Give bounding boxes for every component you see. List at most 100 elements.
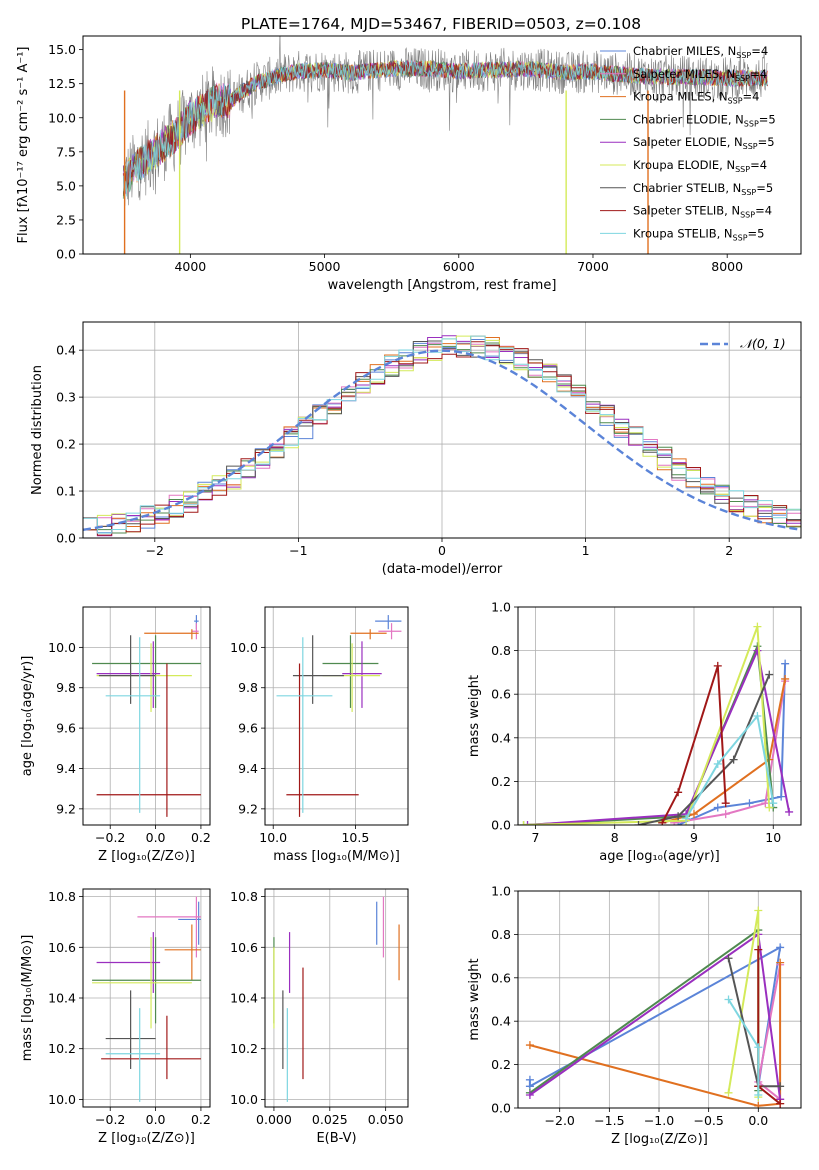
- x-tick-label: 7000: [577, 259, 609, 274]
- x-tick-label: −0.2: [95, 830, 125, 845]
- mass-vs-ebv-panel: 0.000 0.025 0.050 10.0 10.2 10.4 10.6 10.8 E(B-V…: [230, 888, 409, 1146]
- x-tick-label: 9: [690, 830, 698, 845]
- x-tick-label: 0.2: [191, 1112, 211, 1127]
- legend-subscript: SSP: [733, 233, 748, 242]
- legend-entry: Kroupa STELIB, NSSP=5: [633, 226, 764, 242]
- y-tick-label: 10.8: [230, 889, 258, 904]
- legend-tail: =5: [756, 181, 773, 195]
- weight-lines: [519, 622, 794, 825]
- weight-marker-sa_stelib: [721, 799, 730, 808]
- legend-subscript: SSP: [741, 188, 756, 197]
- x-tick-label: 0.0: [146, 1112, 166, 1127]
- y-axis-label: mass [log₁₀(M/M⊙)]: [20, 935, 35, 1062]
- x-tick-label: 0.025: [312, 1112, 348, 1127]
- y-tick-label: 0.6: [491, 970, 511, 985]
- weight-marker-kr_miles: [754, 1101, 763, 1108]
- y-tick-label: 10.8: [48, 889, 76, 904]
- weight-line-ch_elodie: [529, 928, 760, 1094]
- weight-marker-kr_stelib: [754, 1090, 763, 1099]
- age-vs-mass-panel: 10.0 10.5 9.2 9.4 9.6 9.8 10.0 mass [log₁₀(M/M⊙…: [230, 606, 409, 864]
- legend-entry: Kroupa MILES, NSSP=4: [633, 90, 759, 106]
- axes-frame: [264, 888, 409, 1108]
- y-tick-label: 9.2: [56, 801, 76, 816]
- weight-marker-sa_elodie: [785, 807, 794, 816]
- weight-line-kr_stelib: [685, 713, 775, 820]
- y-tick-label: 0.6: [491, 687, 511, 702]
- legend-tail: =4: [751, 44, 768, 58]
- y-tick-label: 0.4: [56, 343, 76, 358]
- axes-frame: [82, 321, 802, 539]
- x-tick-label: 10.5: [341, 830, 369, 845]
- legend-label: Chabrier MILES, N: [633, 44, 736, 58]
- weight-line-ch_stelib: [638, 674, 771, 825]
- axes-frame: [517, 890, 802, 1109]
- axes-frame: [82, 35, 802, 255]
- weight-marker-kr_elodie: [754, 906, 763, 915]
- weight-marker-kr_stelib: [724, 995, 733, 1004]
- y-tick-label: 9.4: [238, 761, 258, 776]
- weight-marker-sa_stelib: [658, 818, 667, 825]
- x-tick-label: 6000: [443, 259, 475, 274]
- y-tick-label: 10.0: [230, 1092, 258, 1107]
- x-axis-label: age [log₁₀(age/yr)]: [599, 849, 720, 864]
- x-axis-label: Z [log₁₀(Z/Z⊙)]: [98, 1131, 195, 1146]
- legend-subscript: SSP: [743, 142, 758, 151]
- legend-entry: Chabrier MILES, NSSP=4: [633, 44, 768, 60]
- x-tick-label: 8000: [711, 259, 743, 274]
- weight-marker-kr_miles: [776, 958, 785, 967]
- mass-vs-Z-panel: −0.2 0.0 0.2 10.0 10.2 10.4 10.6 10.8 Z [log₁₀(Z…: [20, 888, 211, 1146]
- axes-frame: [517, 606, 802, 826]
- y-tick-label: 10.0: [48, 1092, 76, 1107]
- legend-entry: 𝒩(0, 1): [740, 336, 786, 351]
- y-tick-label: 9.2: [238, 801, 258, 816]
- legend-subscript: SSP: [735, 74, 750, 83]
- legend-tail: =4: [743, 90, 760, 104]
- y-axis-label: mass weight: [467, 675, 482, 757]
- age-vs-Z-panel: −0.2 0.0 0.2 9.2 9.4 9.6 9.8 10.0 Z [log₁₀(Z/Z⊙)…: [20, 606, 211, 864]
- y-tick-label: 0.8: [491, 643, 511, 658]
- legend-tail: =5: [759, 112, 776, 126]
- legend-subscript: SSP: [744, 119, 759, 128]
- legend-tail: =4: [755, 204, 772, 218]
- legend-label: Kroupa ELODIE, N: [633, 158, 735, 172]
- legend-subscript: SSP: [740, 211, 755, 220]
- y-tick-label: 9.8: [238, 680, 258, 695]
- y-axis-label: age [log₁₀(age/yr)]: [20, 656, 35, 777]
- x-tick-label: 5000: [309, 259, 341, 274]
- x-tick-label: 4000: [174, 259, 206, 274]
- errorbars: [273, 896, 400, 1102]
- weight-marker-ch_miles: [777, 792, 786, 801]
- legend-label: Salpeter MILES, N: [633, 67, 735, 81]
- weight-marker-sa_elodie: [525, 1090, 534, 1099]
- y-tick-label: 1.0: [491, 600, 511, 615]
- y-tick-label: 10.4: [230, 991, 258, 1006]
- model-line-kr_stelib: [122, 59, 768, 197]
- axes-frame: [264, 606, 409, 826]
- y-tick-label: 5.0: [56, 178, 76, 193]
- x-tick-label: 0.0: [146, 830, 166, 845]
- x-tick-label: −0.5: [693, 1113, 723, 1128]
- x-axis-label: Z [log₁₀(Z/Z⊙)]: [98, 849, 195, 864]
- spectrum-lines: [122, 36, 768, 254]
- y-tick-label: 9.8: [56, 680, 76, 695]
- x-tick-label: 0.000: [256, 1112, 292, 1127]
- weight-marker-ch_stelib: [729, 755, 738, 764]
- weight-marker-sa_stelib: [674, 788, 683, 797]
- chart-title: PLATE=1764, MJD=53467, FIBERID=0503, z=0…: [241, 15, 641, 33]
- x-tick-label: 1: [582, 543, 590, 558]
- weight-marker-kr_elodie: [724, 1088, 733, 1097]
- legend-entry: Kroupa ELODIE, NSSP=4: [633, 158, 767, 174]
- x-axis-label: mass [log₁₀(M/M⊙)]: [273, 849, 400, 864]
- y-tick-label: 0.0: [56, 247, 76, 262]
- y-tick-label: 0.4: [491, 730, 511, 745]
- x-axis-label: E(B-V): [316, 1131, 356, 1146]
- legend-tail: =4: [750, 158, 767, 172]
- y-tick-label: 9.6: [56, 721, 76, 736]
- x-tick-label: 2: [725, 543, 733, 558]
- weight-marker-ch_miles: [776, 943, 785, 952]
- x-axis-label: (data-model)/error: [382, 562, 503, 577]
- y-axis-label: Flux [fλ10⁻¹⁷ erg cm⁻² s⁻¹ A⁻¹]: [16, 47, 31, 244]
- legend-label: Kroupa MILES, N: [633, 90, 728, 104]
- weight-marker-kr_elodie: [519, 821, 528, 825]
- weight-marker-sa_stelib: [776, 1099, 785, 1108]
